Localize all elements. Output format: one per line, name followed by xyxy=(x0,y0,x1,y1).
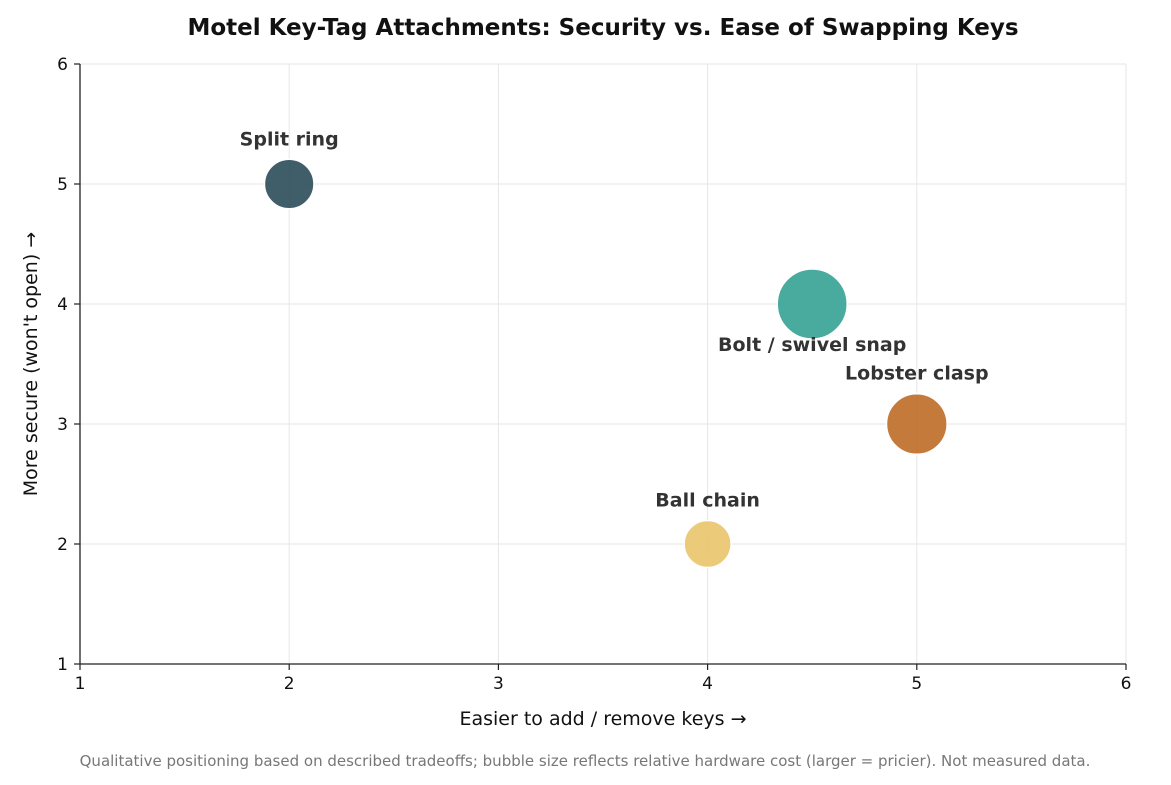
x-axis-title: Easier to add / remove keys → xyxy=(459,708,746,730)
y-tick-label: 2 xyxy=(57,535,68,555)
x-tick-label: 2 xyxy=(284,674,295,694)
bubble-labels: Split ring Bolt / swivel snap Lobster clas… xyxy=(240,128,989,511)
bubble-label: Bolt / swivel snap xyxy=(718,334,906,356)
bubble-series xyxy=(263,158,948,569)
chart-title: Motel Key-Tag Attachments: Security vs. … xyxy=(187,15,1018,41)
chart-footnote: Qualitative positioning based on describ… xyxy=(80,752,1091,770)
bubble-lobster-clasp xyxy=(885,392,948,456)
axes xyxy=(79,64,1126,665)
y-tick-label: 6 xyxy=(57,55,68,75)
x-tick-label: 5 xyxy=(911,674,922,694)
bubble-label: Ball chain xyxy=(655,490,760,512)
bubble-label: Lobster clasp xyxy=(845,363,989,385)
x-tick-label: 1 xyxy=(75,674,86,694)
x-tick-label: 6 xyxy=(1121,674,1132,694)
bubble-ball-chain xyxy=(683,519,732,569)
ticks: 1 2 3 4 5 6 1 2 3 4 5 6 xyxy=(57,55,1131,694)
x-tick-label: 4 xyxy=(702,674,713,694)
y-tick-label: 4 xyxy=(57,295,68,315)
y-tick-label: 5 xyxy=(57,175,68,195)
bubble-split-ring xyxy=(263,158,315,210)
bubble-bolt-swivel-snap xyxy=(776,268,848,340)
x-tick-label: 3 xyxy=(493,674,504,694)
y-axis-title: More secure (won't open) → xyxy=(20,232,42,496)
y-tick-label: 1 xyxy=(57,655,68,675)
y-tick-label: 3 xyxy=(57,415,68,435)
bubble-label: Split ring xyxy=(240,128,339,150)
